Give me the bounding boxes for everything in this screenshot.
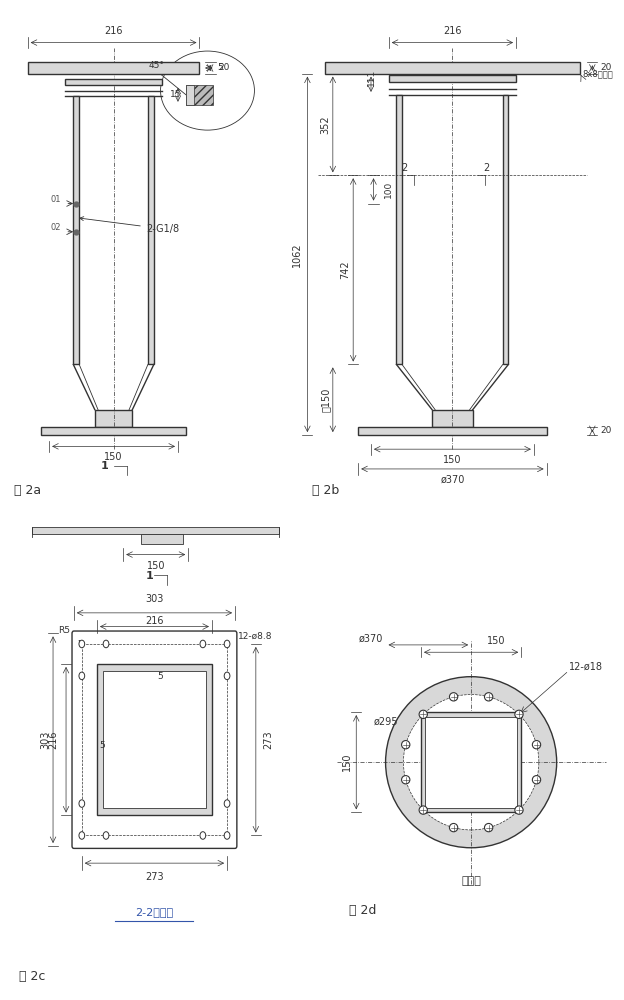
Text: 下法兰: 下法兰 xyxy=(461,876,481,886)
Text: 216: 216 xyxy=(145,616,163,626)
Text: 12-ø8.8: 12-ø8.8 xyxy=(238,632,272,641)
Text: 5: 5 xyxy=(157,672,163,681)
Text: 100: 100 xyxy=(384,181,392,198)
Circle shape xyxy=(419,710,427,719)
Text: 742: 742 xyxy=(341,261,351,279)
Circle shape xyxy=(200,640,206,648)
Circle shape xyxy=(404,695,539,830)
Text: 2: 2 xyxy=(483,163,489,173)
Circle shape xyxy=(79,832,85,839)
Bar xyxy=(41,427,186,435)
Bar xyxy=(432,410,473,427)
Text: 45°: 45° xyxy=(149,61,164,70)
Circle shape xyxy=(515,806,523,814)
Bar xyxy=(95,410,132,427)
Circle shape xyxy=(224,640,230,648)
Text: 20: 20 xyxy=(600,426,612,435)
Circle shape xyxy=(386,677,557,848)
Text: 303: 303 xyxy=(40,731,51,749)
Text: 111: 111 xyxy=(366,69,376,86)
Bar xyxy=(421,712,521,812)
Bar xyxy=(186,85,194,105)
Text: 273: 273 xyxy=(264,730,274,749)
Bar xyxy=(27,62,200,74)
Bar xyxy=(358,427,547,435)
Circle shape xyxy=(449,693,458,701)
Text: 5: 5 xyxy=(217,64,223,73)
Text: 150: 150 xyxy=(341,753,351,771)
Text: 2: 2 xyxy=(401,163,407,173)
Text: 216: 216 xyxy=(443,26,462,36)
Text: 150: 150 xyxy=(487,636,505,646)
Text: 2-G1/8: 2-G1/8 xyxy=(80,217,179,234)
Text: R5: R5 xyxy=(58,626,70,635)
Text: 图 2c: 图 2c xyxy=(19,970,46,983)
Text: 352: 352 xyxy=(320,115,330,134)
Circle shape xyxy=(200,832,206,839)
Circle shape xyxy=(402,776,410,784)
Text: 1: 1 xyxy=(100,461,108,471)
Bar xyxy=(186,85,213,105)
Bar xyxy=(389,75,516,82)
Text: 15: 15 xyxy=(170,90,182,99)
Circle shape xyxy=(224,832,230,839)
Bar xyxy=(148,96,154,364)
Circle shape xyxy=(79,640,85,648)
Bar xyxy=(503,95,509,364)
Circle shape xyxy=(103,832,109,839)
Text: ø295: ø295 xyxy=(374,717,399,727)
Text: 273: 273 xyxy=(145,872,163,882)
Text: 150: 150 xyxy=(147,561,165,571)
Text: 8x8加固条: 8x8加固条 xyxy=(582,69,613,78)
Text: 01: 01 xyxy=(51,195,61,204)
Bar xyxy=(396,95,402,364)
Text: 图 2a: 图 2a xyxy=(14,484,41,497)
Circle shape xyxy=(449,823,458,832)
Text: 20: 20 xyxy=(218,64,230,73)
Bar xyxy=(103,671,206,808)
Text: 图 2d: 图 2d xyxy=(349,904,376,917)
Bar xyxy=(97,664,212,815)
Bar xyxy=(426,717,517,808)
Circle shape xyxy=(402,741,410,749)
Text: 1: 1 xyxy=(145,571,153,581)
Bar xyxy=(142,534,183,544)
Circle shape xyxy=(79,800,85,807)
Circle shape xyxy=(419,806,427,814)
Text: ø370: ø370 xyxy=(440,475,465,485)
Bar xyxy=(325,62,580,74)
Text: 02: 02 xyxy=(51,223,61,232)
Text: ø370: ø370 xyxy=(359,634,383,644)
Circle shape xyxy=(79,672,85,680)
Text: 12-ø18: 12-ø18 xyxy=(569,661,603,671)
Bar xyxy=(32,527,280,534)
Bar xyxy=(73,96,79,364)
Text: 约150: 约150 xyxy=(320,388,330,412)
Text: 150: 150 xyxy=(443,455,462,465)
Text: 5: 5 xyxy=(99,741,105,750)
Circle shape xyxy=(532,776,540,784)
Bar xyxy=(82,644,227,835)
Circle shape xyxy=(484,823,493,832)
Circle shape xyxy=(224,800,230,807)
Text: 20: 20 xyxy=(600,64,612,73)
Circle shape xyxy=(103,640,109,648)
Text: 303: 303 xyxy=(145,594,163,604)
Circle shape xyxy=(484,693,493,701)
Text: 1062: 1062 xyxy=(292,242,302,267)
Text: 图 2b: 图 2b xyxy=(313,484,339,497)
Circle shape xyxy=(532,741,540,749)
Text: 150: 150 xyxy=(104,452,123,462)
Circle shape xyxy=(515,710,523,719)
Bar xyxy=(66,79,162,85)
Circle shape xyxy=(224,672,230,680)
Text: 216: 216 xyxy=(48,730,58,749)
Text: 2-2剖面图: 2-2剖面图 xyxy=(135,907,173,917)
Text: 216: 216 xyxy=(104,26,123,36)
